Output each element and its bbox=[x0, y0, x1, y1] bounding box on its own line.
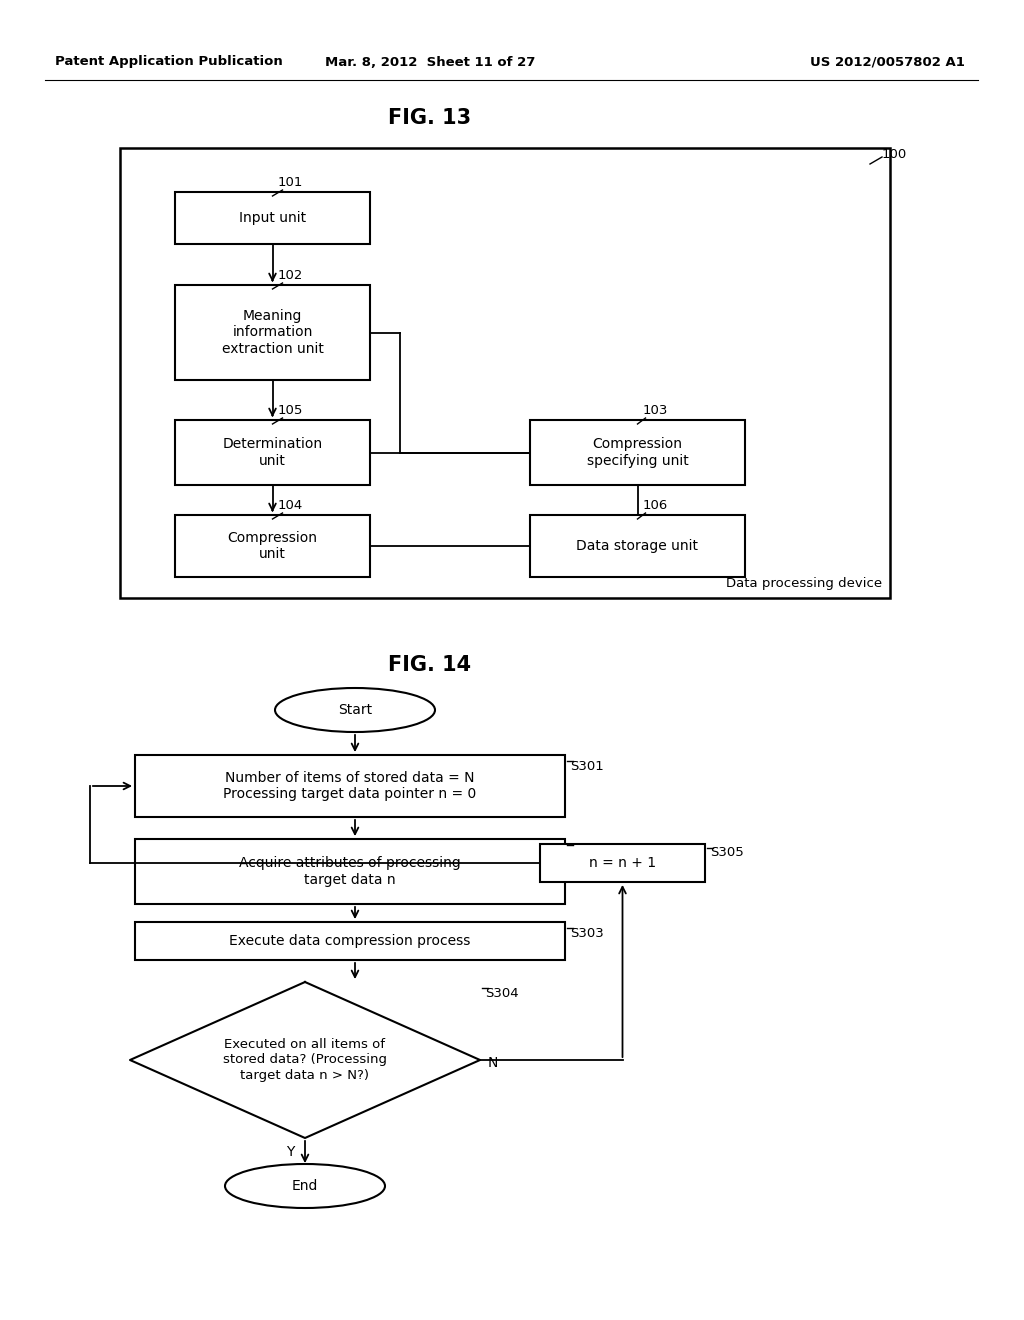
Text: N: N bbox=[488, 1056, 499, 1071]
Text: S303: S303 bbox=[570, 927, 604, 940]
Bar bbox=[120, 148, 890, 598]
Text: Number of items of stored data = N
Processing target data pointer n = 0: Number of items of stored data = N Proce… bbox=[223, 771, 476, 801]
Bar bbox=[135, 755, 565, 817]
Text: Compression
unit: Compression unit bbox=[227, 531, 317, 561]
Text: Data storage unit: Data storage unit bbox=[577, 539, 698, 553]
Text: 101: 101 bbox=[278, 176, 303, 189]
Text: 100: 100 bbox=[882, 148, 907, 161]
Text: Determination
unit: Determination unit bbox=[222, 437, 323, 467]
Text: 102: 102 bbox=[278, 269, 303, 282]
Text: US 2012/0057802 A1: US 2012/0057802 A1 bbox=[810, 55, 965, 69]
Text: 106: 106 bbox=[642, 499, 668, 512]
Text: S302: S302 bbox=[570, 843, 604, 857]
Text: FIG. 14: FIG. 14 bbox=[388, 655, 472, 675]
Text: n = n + 1: n = n + 1 bbox=[589, 855, 656, 870]
Text: Patent Application Publication: Patent Application Publication bbox=[55, 55, 283, 69]
Bar bbox=[175, 420, 370, 484]
Bar bbox=[540, 843, 705, 882]
Text: Execute data compression process: Execute data compression process bbox=[229, 935, 471, 948]
Ellipse shape bbox=[275, 688, 435, 733]
Text: 105: 105 bbox=[278, 404, 303, 417]
Text: S305: S305 bbox=[710, 846, 743, 859]
Bar bbox=[135, 921, 565, 960]
Text: Input unit: Input unit bbox=[239, 211, 306, 224]
Polygon shape bbox=[130, 982, 480, 1138]
Text: 103: 103 bbox=[642, 404, 668, 417]
Bar bbox=[530, 515, 745, 577]
Text: Start: Start bbox=[338, 704, 372, 717]
Bar bbox=[135, 840, 565, 904]
Ellipse shape bbox=[225, 1164, 385, 1208]
Text: Compression
specifying unit: Compression specifying unit bbox=[587, 437, 688, 467]
Bar bbox=[175, 285, 370, 380]
Text: End: End bbox=[292, 1179, 318, 1193]
Bar bbox=[175, 191, 370, 244]
Text: Y: Y bbox=[286, 1144, 294, 1159]
Text: FIG. 13: FIG. 13 bbox=[388, 108, 472, 128]
Text: S304: S304 bbox=[485, 987, 518, 1001]
Bar bbox=[530, 420, 745, 484]
Text: Meaning
information
extraction unit: Meaning information extraction unit bbox=[221, 309, 324, 355]
Text: Mar. 8, 2012  Sheet 11 of 27: Mar. 8, 2012 Sheet 11 of 27 bbox=[325, 55, 536, 69]
Text: S301: S301 bbox=[570, 760, 604, 774]
Text: Data processing device: Data processing device bbox=[726, 577, 882, 590]
Text: Executed on all items of
stored data? (Processing
target data n > N?): Executed on all items of stored data? (P… bbox=[223, 1039, 387, 1081]
Text: 104: 104 bbox=[278, 499, 303, 512]
Text: Acquire attributes of processing
target data n: Acquire attributes of processing target … bbox=[240, 857, 461, 887]
Bar bbox=[175, 515, 370, 577]
